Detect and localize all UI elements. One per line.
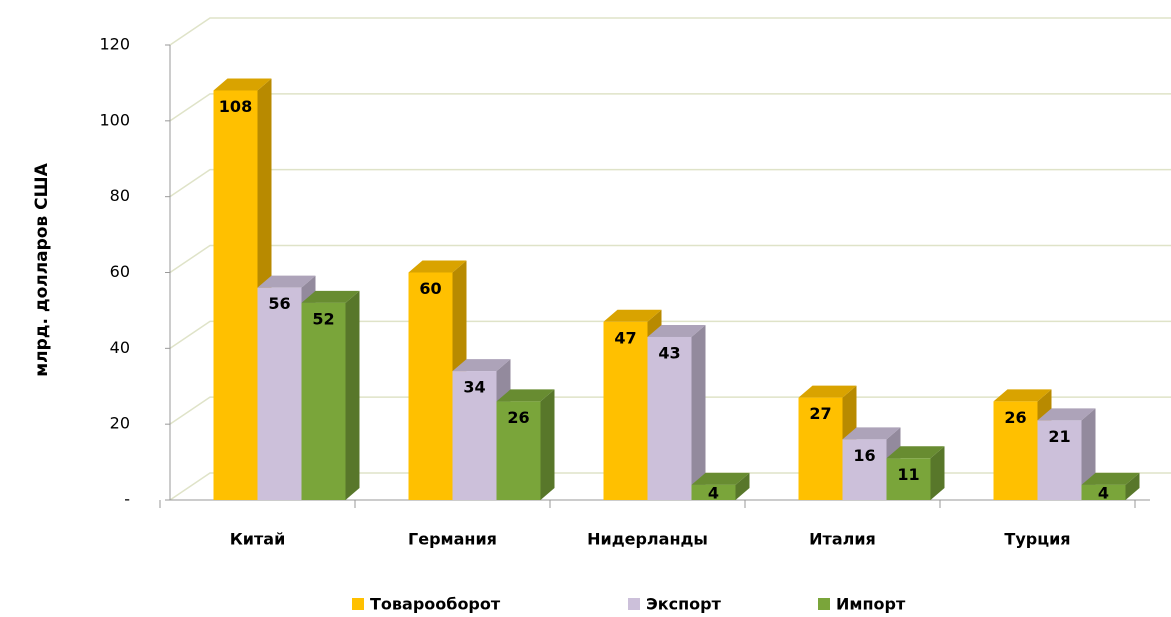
bar-top	[496, 389, 555, 402]
bar-top	[993, 389, 1052, 402]
legend-label: Товарооборот	[370, 595, 501, 614]
bar-top	[257, 275, 316, 288]
bar-front	[257, 287, 302, 500]
x-tick-label: Италия	[809, 530, 876, 549]
bar-top	[1081, 472, 1140, 485]
bar-front	[452, 371, 497, 500]
y-tick-label: 40	[110, 338, 130, 357]
y-tick-label: 80	[110, 186, 130, 205]
y-tick-label: 20	[110, 414, 130, 433]
legend-swatch	[628, 598, 640, 610]
bar	[691, 472, 750, 500]
bar-top	[691, 472, 750, 485]
bar-top	[452, 359, 511, 372]
bar-front	[603, 321, 648, 500]
data-label: 108	[219, 97, 252, 116]
data-label: 21	[1048, 427, 1070, 446]
bar-top	[886, 446, 945, 459]
bar-side	[540, 389, 555, 500]
y-axis-label: млрд. долларов США	[32, 162, 52, 376]
bar-front	[993, 401, 1038, 500]
grid-line	[169, 244, 1171, 274]
bar-front	[842, 439, 887, 500]
bar-top	[301, 290, 360, 303]
legend-swatch	[352, 598, 364, 610]
data-label: 60	[419, 279, 441, 298]
bar-front	[1081, 484, 1126, 500]
bar-top	[1037, 408, 1096, 421]
grid-line	[169, 17, 1171, 46]
y-tick-label: 60	[110, 262, 130, 281]
bar	[1081, 472, 1140, 500]
bar-front	[886, 458, 931, 500]
bar-front	[691, 484, 736, 500]
y-tick-label: 120	[99, 35, 130, 54]
bar-front	[408, 272, 453, 500]
bar	[496, 389, 555, 500]
grid-line	[169, 320, 1171, 349]
bar-side	[345, 290, 360, 500]
data-label: 4	[708, 484, 719, 503]
bar-side	[735, 472, 750, 500]
y-tick-label: -	[124, 490, 130, 509]
bar-side	[930, 446, 945, 500]
data-label: 43	[658, 343, 680, 362]
x-tick-label: Германия	[408, 530, 497, 549]
data-label: 47	[614, 328, 636, 347]
data-label: 4	[1098, 484, 1109, 503]
bar-front	[647, 336, 692, 500]
data-label: 26	[1004, 408, 1026, 427]
grid-line	[169, 93, 1171, 122]
data-label: 34	[463, 378, 485, 397]
bar	[886, 446, 945, 500]
bar	[647, 324, 706, 500]
bar-front	[301, 302, 346, 500]
bar-top	[647, 324, 706, 337]
bar-side	[1125, 472, 1140, 500]
data-label: 11	[897, 465, 919, 484]
bar-top	[798, 385, 857, 398]
x-tick-label: Турция	[1004, 530, 1070, 549]
bar-front	[798, 397, 843, 500]
bar-top	[408, 260, 467, 273]
legend-label: Импорт	[836, 595, 906, 614]
data-label: 52	[312, 309, 334, 328]
data-label: 26	[507, 408, 529, 427]
legend-swatch	[818, 598, 830, 610]
data-label: 16	[853, 446, 875, 465]
legend-label: Экспорт	[646, 595, 722, 614]
bar-front	[1037, 420, 1082, 500]
bar-side	[691, 324, 706, 500]
bar-front	[213, 90, 258, 500]
data-label: 56	[268, 294, 290, 313]
x-tick-label: Нидерланды	[587, 530, 708, 549]
bar-top	[213, 78, 272, 91]
y-tick-label: 100	[99, 110, 130, 129]
bar-top	[603, 309, 662, 322]
bar-top	[842, 427, 901, 440]
x-tick-label: Китай	[230, 530, 286, 549]
data-label: 27	[809, 404, 831, 423]
grid-line	[169, 168, 1171, 198]
bar-front	[496, 401, 541, 500]
bar	[301, 290, 360, 500]
